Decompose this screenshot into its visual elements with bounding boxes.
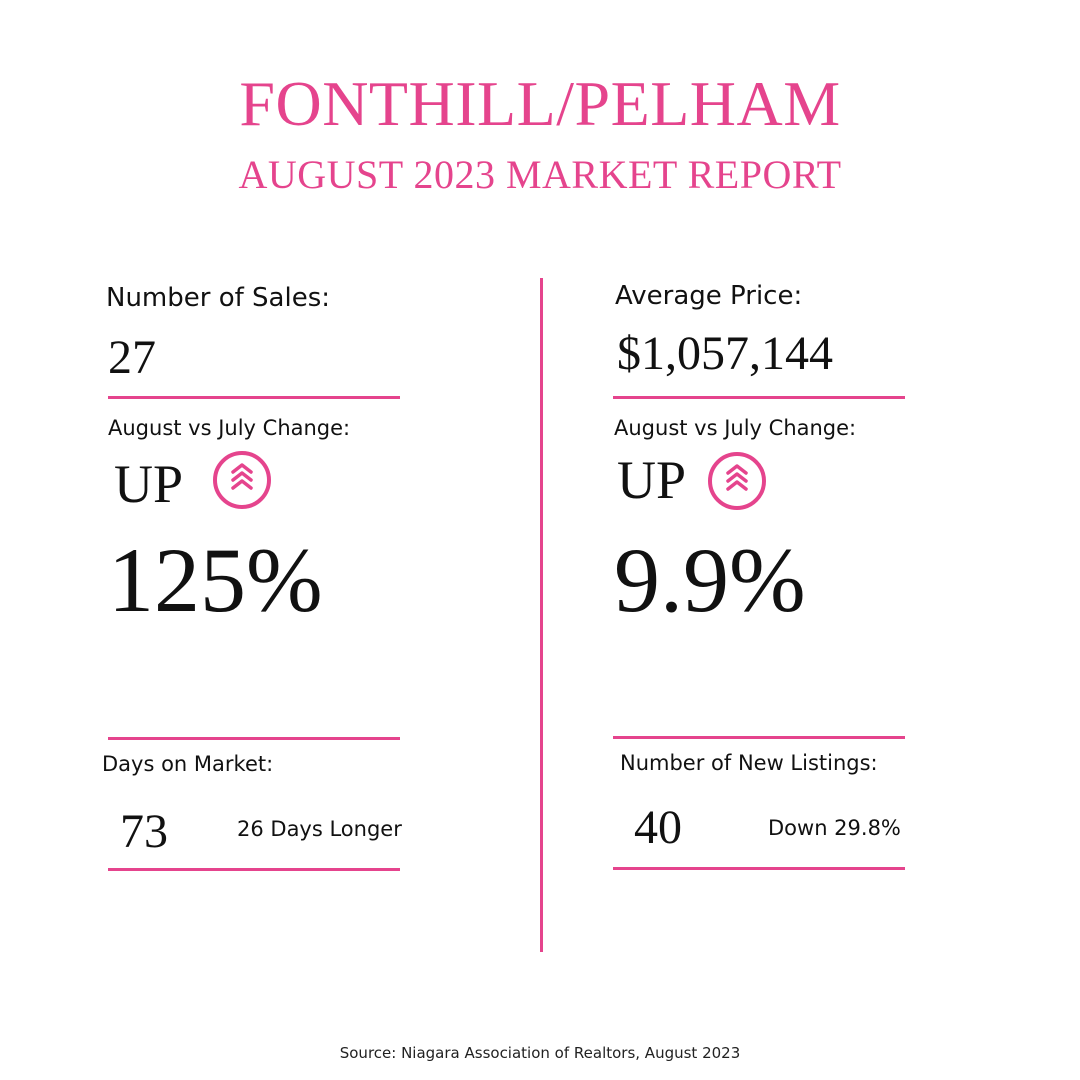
dom-top-rule — [108, 737, 400, 740]
source-note: Source: Niagara Association of Realtors,… — [339, 1044, 741, 1062]
center-divider — [540, 278, 543, 952]
sales-value: 27 — [108, 331, 156, 384]
right-direction: UP — [617, 450, 687, 510]
price-rule — [613, 396, 905, 399]
left-direction: UP — [114, 454, 184, 514]
dom-note: 26 Days Longer — [237, 817, 402, 841]
price-value: $1,057,144 — [617, 327, 833, 380]
right-change-percent: 9.9% — [614, 529, 806, 631]
listings-note: Down 29.8% — [768, 816, 901, 840]
dom-value: 73 — [120, 805, 168, 858]
price-label: Average Price: — [615, 281, 803, 311]
left-change-percent: 125% — [108, 529, 323, 631]
double-chevron-up-icon — [708, 452, 766, 510]
listings-value: 40 — [634, 801, 682, 854]
double-chevron-up-icon — [213, 451, 271, 509]
sales-rule — [108, 396, 400, 399]
left-change-label: August vs July Change: — [108, 416, 351, 440]
listings-label: Number of New Listings: — [620, 751, 878, 775]
dom-label: Days on Market: — [102, 752, 274, 776]
dom-bottom-rule — [108, 868, 400, 871]
page-subtitle: AUGUST 2023 MARKET REPORT — [238, 152, 842, 197]
listings-bottom-rule — [613, 867, 905, 870]
listings-top-rule — [613, 736, 905, 739]
sales-label: Number of Sales: — [106, 283, 330, 313]
right-change-label: August vs July Change: — [614, 416, 857, 440]
page-title: FONTHILL/PELHAM — [239, 68, 841, 139]
